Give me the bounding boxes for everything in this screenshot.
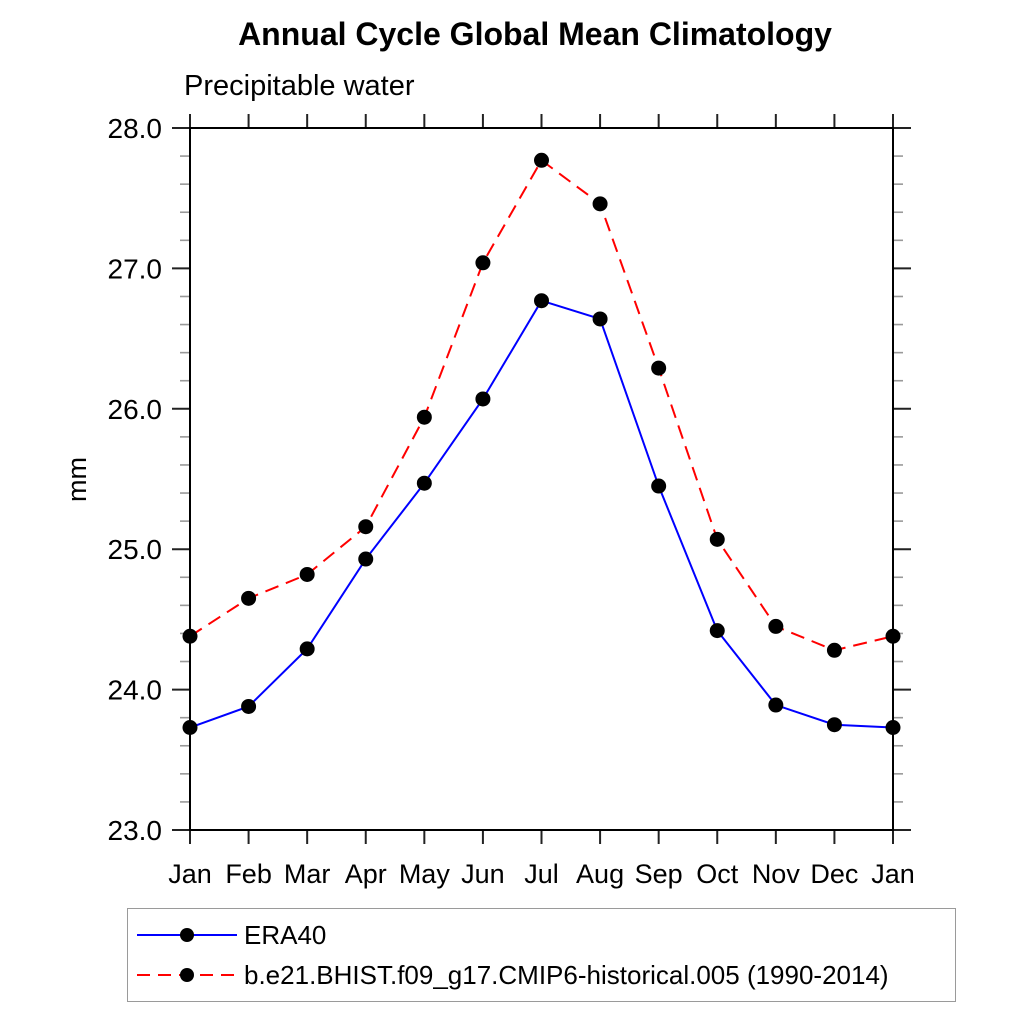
- legend-item-era40: ERA40: [132, 919, 955, 951]
- legend-item-cmip6-historical: b.e21.BHIST.f09_g17.CMIP6-historical.005…: [132, 959, 955, 991]
- svg-text:28.0: 28.0: [108, 113, 163, 144]
- svg-text:Mar: Mar: [284, 859, 331, 889]
- svg-text:Jun: Jun: [461, 859, 505, 889]
- svg-text:24.0: 24.0: [108, 675, 163, 706]
- chart-subtitle: Precipitable water: [184, 70, 415, 102]
- svg-text:Apr: Apr: [345, 859, 387, 889]
- svg-text:Feb: Feb: [225, 859, 272, 889]
- legend: ERA40 b.e21.BHIST.f09_g17.CMIP6-historic…: [127, 908, 956, 1002]
- svg-text:Oct: Oct: [696, 859, 739, 889]
- svg-text:27.0: 27.0: [108, 253, 163, 284]
- svg-text:Jul: Jul: [524, 859, 559, 889]
- svg-text:Sep: Sep: [635, 859, 683, 889]
- chart-title: Annual Cycle Global Mean Climatology: [238, 16, 832, 52]
- svg-text:26.0: 26.0: [108, 394, 163, 425]
- svg-text:May: May: [399, 859, 451, 889]
- era40-line-sample: [137, 928, 237, 942]
- cmip6-historical-line-sample: [137, 968, 237, 982]
- svg-text:Jan: Jan: [871, 859, 915, 889]
- svg-text:Nov: Nov: [752, 859, 801, 889]
- svg-text:Jan: Jan: [168, 859, 212, 889]
- svg-text:Aug: Aug: [576, 859, 624, 889]
- legend-label-cmip6-historical: b.e21.BHIST.f09_g17.CMIP6-historical.005…: [244, 959, 889, 990]
- svg-text:23.0: 23.0: [108, 815, 163, 846]
- svg-text:25.0: 25.0: [108, 534, 163, 565]
- svg-text:Dec: Dec: [810, 859, 858, 889]
- legend-label-era40: ERA40: [244, 919, 327, 950]
